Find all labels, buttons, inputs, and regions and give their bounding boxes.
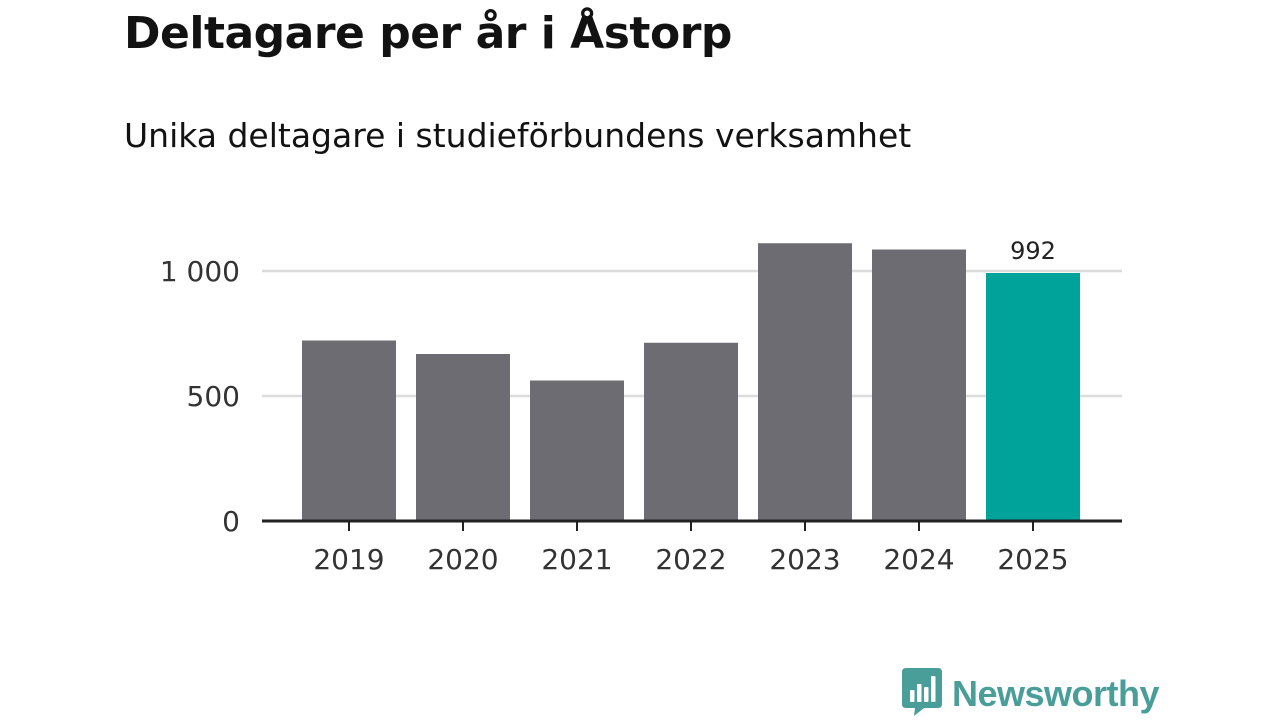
bar-2025 bbox=[986, 273, 1080, 521]
y-tick-label: 0 bbox=[222, 505, 240, 538]
bar-2022 bbox=[644, 342, 738, 521]
y-tick-label: 1 000 bbox=[160, 255, 240, 288]
chart-subtitle: Unika deltagare i studieförbundens verks… bbox=[124, 116, 912, 155]
bar-2020 bbox=[416, 354, 510, 521]
x-tick-label: 2019 bbox=[313, 543, 384, 576]
bar-2021 bbox=[530, 380, 624, 521]
x-tick-label: 2020 bbox=[427, 543, 498, 576]
brand-name: Newsworthy bbox=[952, 673, 1160, 714]
newsworthy-logo: Newsworthy bbox=[902, 668, 1160, 720]
y-tick-label: 500 bbox=[187, 380, 240, 413]
x-tick-label: 2024 bbox=[883, 543, 954, 576]
labels: 0 500 1 000 2019 2020 2021 2022 2023 2024 2025 992 bbox=[160, 237, 1069, 576]
x-tick-label: 2023 bbox=[769, 543, 840, 576]
chart-title: Deltagare per år i Åstorp bbox=[124, 8, 732, 59]
data-label: 992 bbox=[1010, 237, 1056, 265]
x-tick-label: 2021 bbox=[541, 543, 612, 576]
axes bbox=[262, 519, 1122, 531]
x-tick-label: 2022 bbox=[655, 543, 726, 576]
bar-chart-speech-bubble-icon bbox=[902, 668, 942, 720]
bar-2019 bbox=[302, 340, 396, 521]
bar-2024 bbox=[872, 249, 966, 521]
bars bbox=[302, 243, 1080, 521]
x-tick-label: 2025 bbox=[997, 543, 1068, 576]
bar-2023 bbox=[758, 243, 852, 521]
